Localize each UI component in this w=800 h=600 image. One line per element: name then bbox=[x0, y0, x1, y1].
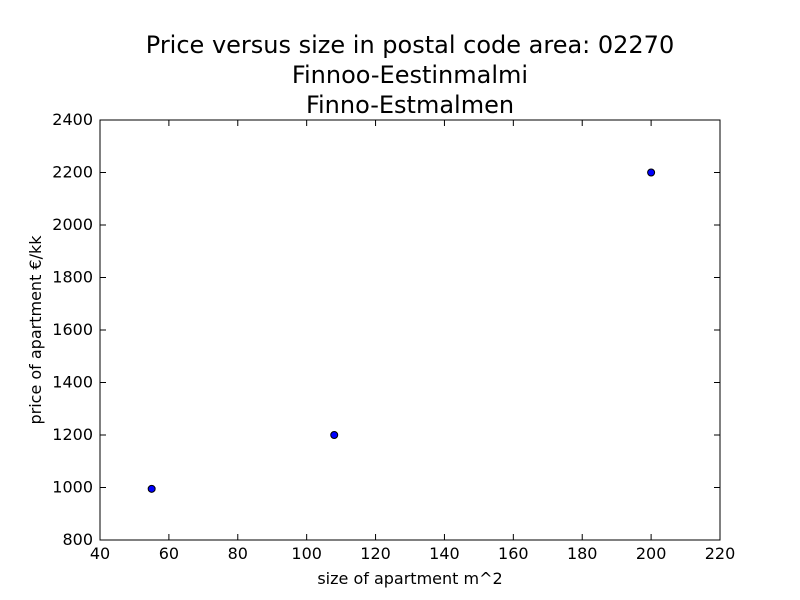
x-tick-label: 220 bbox=[705, 544, 736, 563]
axis-ticks bbox=[99, 119, 721, 541]
chart-title-line-1: Price versus size in postal code area: 0… bbox=[146, 31, 674, 59]
y-tick-label: 1200 bbox=[52, 425, 93, 444]
y-tick-label: 800 bbox=[62, 530, 93, 549]
x-tick-label: 180 bbox=[567, 544, 598, 563]
chart-title-line-2: Finnoo-Eestinmalmi bbox=[292, 61, 528, 89]
y-tick-label: 1800 bbox=[52, 268, 93, 287]
x-tick-label: 160 bbox=[498, 544, 529, 563]
y-tick-label: 2000 bbox=[52, 215, 93, 234]
y-tick-labels: 800 1000 1200 1400 1600 1800 2000 2200 2400 bbox=[52, 110, 93, 549]
plot-area-frame bbox=[99, 119, 721, 541]
data-point-3 bbox=[647, 168, 656, 177]
x-tick-label: 80 bbox=[228, 544, 248, 563]
y-tick-label: 1600 bbox=[52, 320, 93, 339]
x-tick-label: 100 bbox=[291, 544, 322, 563]
x-tick-label: 140 bbox=[429, 544, 460, 563]
y-axis-label: price of apartment €/kk bbox=[26, 235, 45, 425]
y-tick-label: 2400 bbox=[52, 110, 93, 129]
x-axis-label: size of apartment m^2 bbox=[317, 569, 502, 588]
x-tick-label: 120 bbox=[360, 544, 391, 563]
chart-title: Price versus size in postal code area: 0… bbox=[146, 31, 674, 119]
y-tick-label: 1400 bbox=[52, 373, 93, 392]
x-tick-label: 40 bbox=[90, 544, 110, 563]
x-tick-label: 200 bbox=[636, 544, 667, 563]
chart-title-line-3: Finno-Estmalmen bbox=[306, 91, 514, 119]
data-points bbox=[147, 168, 656, 493]
x-tick-labels: 40 60 80 100 120 140 160 180 200 220 bbox=[90, 544, 735, 563]
data-point-1 bbox=[147, 484, 156, 493]
y-tick-label: 2200 bbox=[52, 163, 93, 182]
y-tick-label: 1000 bbox=[52, 478, 93, 497]
x-tick-label: 60 bbox=[159, 544, 179, 563]
data-point-2 bbox=[330, 431, 339, 439]
